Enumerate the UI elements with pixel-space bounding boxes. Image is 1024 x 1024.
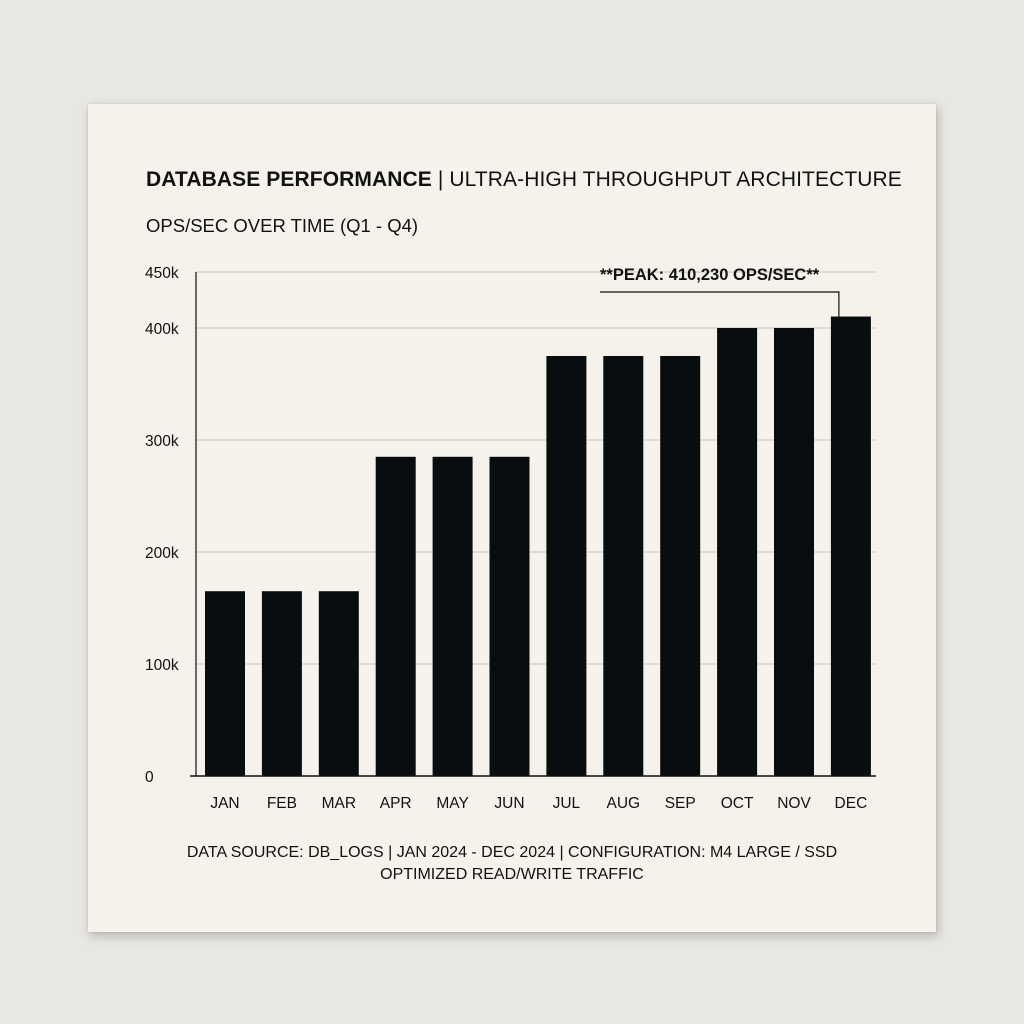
gridlines (196, 271, 876, 665)
x-tick-label: SEP (665, 795, 696, 812)
x-tick-label: FEB (267, 795, 297, 812)
chart-title-rest: | ULTRA-HIGH THROUGHPUT ARCHITECTURE (431, 168, 902, 191)
x-tick-label: NOV (777, 795, 811, 812)
bar-mar (318, 591, 359, 776)
footer-source: DATA SOURCE: DB_LOGS | JAN 2024 - DEC 20… (186, 844, 838, 861)
bar-aug (603, 356, 644, 776)
axes (190, 272, 876, 777)
x-tick-labels: JAN FEB MAR APR MAY JUN JUL AUG SEP OCT NOV DEC (210, 795, 867, 812)
bar-chart: 0 100k 200k 300k 400k 450k JAN FEB MAR APR MAY JUN… (145, 265, 876, 812)
x-tick-label: JUN (494, 795, 524, 812)
bar-jan (205, 591, 245, 776)
y-tick-labels: 0 100k 200k 300k 400k 450k (145, 265, 179, 786)
y-tick-label: 400k (145, 321, 179, 338)
y-tick-label: 450k (145, 265, 179, 282)
x-tick-label: MAR (322, 795, 356, 812)
x-tick-label: AUG (607, 795, 641, 812)
bar-nov (774, 328, 814, 776)
chart-subtitle: OPS/SEC OVER TIME (Q1 - Q4) (146, 215, 419, 236)
peak-leader-line (600, 291, 840, 317)
bars (205, 316, 871, 776)
x-tick-label: JAN (210, 795, 239, 812)
x-tick-label: MAY (436, 795, 468, 812)
y-tick-label: 0 (145, 769, 154, 786)
bar-may (432, 456, 473, 776)
chart-title-strong: DATABASE PERFORMANCE (146, 168, 432, 191)
bar-feb (261, 591, 302, 776)
bar-dec (830, 316, 871, 776)
chart-card: DATABASE PERFORMANCE | ULTRA-HIGH THROUG… (88, 104, 936, 932)
peak-annotation-label: **PEAK: 410,230 OPS/SEC** (600, 266, 820, 284)
bar-apr (375, 456, 416, 776)
y-tick-label: 200k (145, 545, 179, 562)
y-tick-label: 100k (145, 657, 179, 674)
x-tick-label: OCT (721, 795, 754, 812)
chart-title: DATABASE PERFORMANCE | ULTRA-HIGH THROUG… (146, 168, 902, 192)
x-tick-label: DEC (835, 795, 868, 812)
peak-annotation: **PEAK: 410,230 OPS/SEC** (600, 266, 840, 317)
bar-jun (489, 456, 530, 776)
x-tick-label: APR (380, 795, 412, 812)
x-tick-label: JUL (553, 795, 581, 812)
bar-sep (660, 356, 701, 776)
y-tick-label: 300k (145, 433, 179, 450)
footer-note: OPTIMIZED READ/WRITE TRAFFIC (380, 866, 644, 883)
bar-jul (546, 356, 587, 776)
bar-oct (717, 328, 758, 776)
